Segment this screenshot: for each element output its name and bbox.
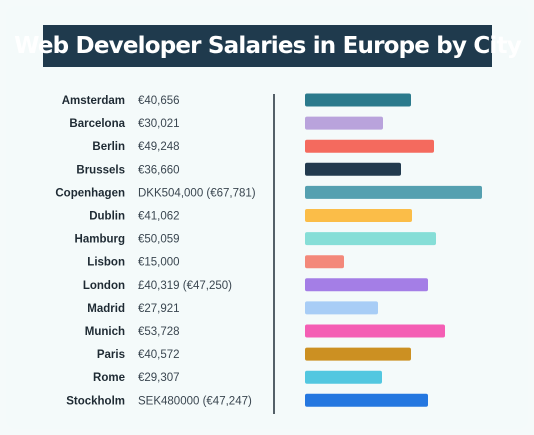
city-label: Dublin	[89, 211, 125, 223]
salary-bar	[305, 93, 411, 107]
salary-label: €53,728	[138, 326, 180, 338]
city-label: Copenhagen	[55, 187, 125, 199]
city-label: Stockholm	[66, 395, 125, 407]
salary-bar	[305, 370, 382, 384]
salary-label: €36,660	[138, 164, 180, 176]
city-label: London	[83, 280, 125, 292]
salary-bar	[305, 347, 411, 361]
city-label: Hamburg	[75, 234, 125, 246]
salary-label: €50,059	[138, 234, 180, 246]
city-label: Amsterdam	[62, 95, 125, 107]
salary-label: €49,248	[138, 141, 180, 153]
salary-bar	[305, 116, 383, 130]
salary-label: £40,319 (€47,250)	[138, 280, 232, 292]
salary-label: €29,307	[138, 372, 180, 384]
salary-bar	[305, 255, 344, 269]
salary-bar	[305, 185, 482, 199]
city-label: Brussels	[76, 164, 125, 176]
salary-label: €41,062	[138, 211, 180, 223]
salary-label: €27,921	[138, 303, 180, 315]
city-label: Berlin	[92, 141, 125, 153]
city-label: Munich	[85, 326, 125, 338]
chart-card	[6, 6, 528, 429]
salary-bar	[305, 209, 412, 222]
salary-bar	[305, 278, 428, 292]
salary-bar	[305, 162, 401, 176]
salary-bar	[305, 393, 428, 407]
salary-label: €30,021	[138, 118, 180, 130]
salary-bar	[305, 324, 445, 338]
salary-bar	[305, 301, 378, 315]
city-label: Madrid	[87, 303, 125, 315]
city-label: Paris	[97, 349, 125, 361]
salary-label: €15,000	[138, 257, 180, 269]
salary-label: DKK504,000 (€67,781)	[138, 187, 256, 199]
salary-label: €40,572	[138, 349, 180, 361]
city-label: Barcelona	[69, 118, 125, 130]
chart-title: Web Developer Salaries in Europe by City	[14, 25, 522, 67]
salary-label: SEK480000 (€47,247)	[138, 395, 252, 407]
salary-bar	[305, 232, 436, 246]
salary-label: €40,656	[138, 95, 180, 107]
city-label: Rome	[93, 372, 125, 384]
salary-bar	[305, 139, 434, 153]
city-label: Lisbon	[87, 257, 125, 269]
